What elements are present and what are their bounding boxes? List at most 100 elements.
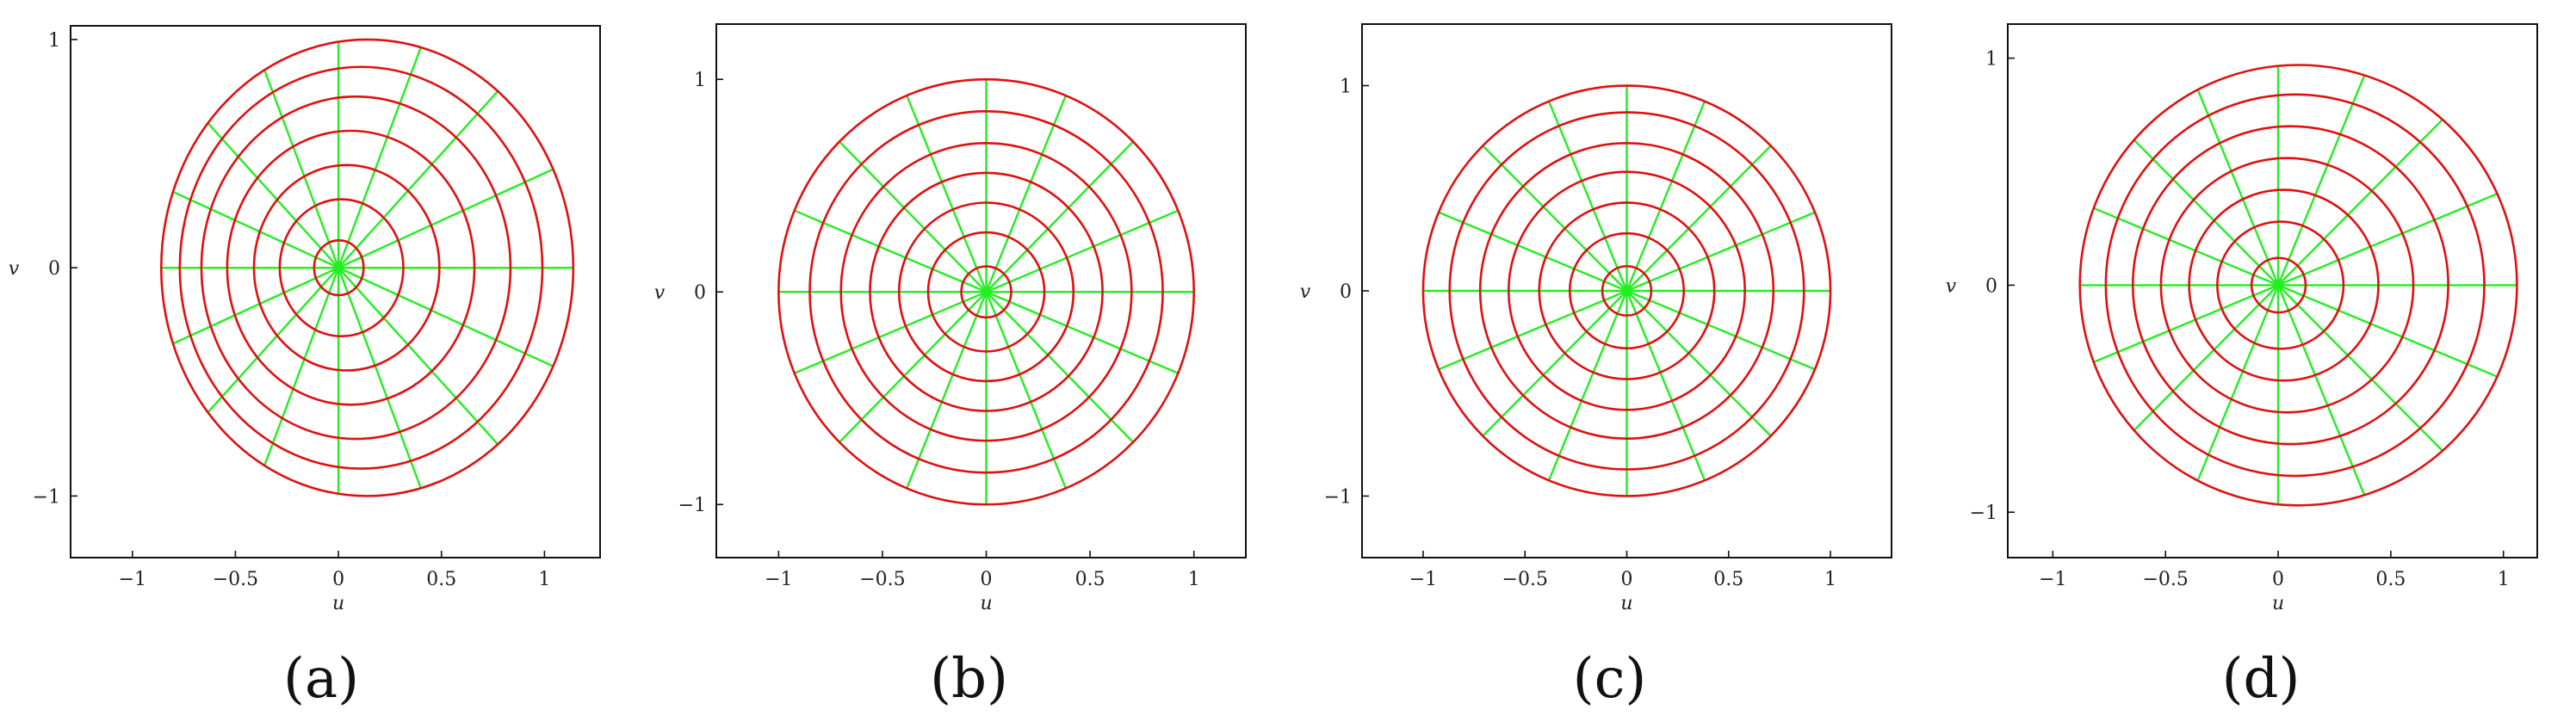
- y-axis-label: v: [9, 258, 20, 280]
- x-tick-label: −1: [2039, 569, 2066, 590]
- radial-line: [985, 95, 1067, 293]
- radial-line: [207, 122, 339, 268]
- radial-line: [839, 291, 988, 443]
- circle-line: [178, 65, 544, 470]
- circle-line: [1508, 170, 1746, 411]
- y-axis-label: v: [1946, 275, 1957, 297]
- radial-line: [794, 209, 987, 293]
- plot-frame: [715, 23, 1247, 558]
- plot-area: [777, 77, 1196, 506]
- radial-line: [207, 267, 339, 414]
- y-axis-label: v: [654, 282, 666, 304]
- radial-line: [337, 168, 554, 269]
- radial-line: [1547, 101, 1628, 292]
- radial-line: [906, 291, 988, 489]
- x-tick-label: 1: [1824, 569, 1836, 590]
- radial-line: [985, 291, 1134, 443]
- x-axis-label: u: [1620, 593, 1632, 614]
- radial-line: [2277, 284, 2443, 452]
- circle-line: [1421, 84, 1832, 497]
- panel-caption: (b): [930, 647, 1008, 711]
- x-tick-label: 1: [1188, 569, 1200, 590]
- panel-caption: (d): [2222, 647, 2300, 711]
- radial-line: [2277, 119, 2443, 287]
- radial-line: [2196, 89, 2280, 286]
- radial-line: [1626, 211, 1816, 293]
- y-tick-label: 0: [48, 258, 60, 280]
- radial-line: [337, 90, 499, 268]
- radial-line: [794, 291, 987, 374]
- x-tick-label: −0.5: [213, 569, 258, 590]
- chart-panel-a: −1 −0.5 0 0.5 1 −1 0 1 u v (a): [0, 0, 646, 728]
- y-tick-label: 0: [1340, 281, 1352, 303]
- radial-line: [263, 267, 340, 466]
- y-tick-label: 1: [694, 70, 706, 91]
- chart-svg: −1 −0.5 0 0.5 1 −1 0 1 u v (c): [1300, 23, 1892, 711]
- circle-line: [869, 171, 1104, 412]
- radial-line: [2133, 284, 2279, 431]
- circle-line: [2159, 157, 2415, 414]
- circle-line: [226, 129, 476, 406]
- x-tick-label: −1: [1409, 569, 1437, 590]
- circle-line: [1601, 265, 1653, 317]
- radial-line: [2277, 284, 2498, 378]
- radial-line: [2276, 74, 2366, 286]
- y-tick-label: −1: [1324, 486, 1352, 508]
- x-axis-label: u: [332, 593, 344, 614]
- circle-line: [159, 38, 575, 497]
- circle-line: [2188, 188, 2380, 382]
- x-tick-label: 0.5: [1713, 569, 1743, 590]
- radial-line: [337, 267, 554, 367]
- y-tick-label: 1: [1340, 77, 1352, 98]
- chart-panel-c: −1 −0.5 0 0.5 1 −1 0 1 u v (c): [1291, 0, 1937, 728]
- plot-area: [2078, 64, 2518, 507]
- circle-line: [313, 239, 365, 297]
- x-axis-label: u: [980, 593, 992, 614]
- x-tick-label: 1: [2498, 569, 2510, 590]
- x-tick-label: −1: [119, 569, 146, 590]
- circle-line: [926, 231, 1046, 353]
- radial-line: [1625, 145, 1772, 292]
- radial-line: [2093, 284, 2279, 363]
- radial-line: [1482, 145, 1628, 292]
- y-tick-label: 1: [48, 30, 60, 52]
- circle-line: [252, 163, 441, 372]
- circle-line: [839, 142, 1133, 442]
- x-tick-label: 0.5: [1075, 569, 1105, 590]
- x-tick-label: −0.5: [859, 569, 905, 590]
- x-tick-label: 1: [538, 569, 550, 590]
- x-tick-label: 0: [1621, 569, 1633, 590]
- circle-line: [2131, 125, 2449, 446]
- plot-frame: [70, 25, 601, 558]
- x-tick-label: 0: [2272, 569, 2284, 590]
- radial-line: [1482, 290, 1628, 437]
- y-tick-label: 0: [694, 282, 706, 304]
- radial-line: [1438, 211, 1627, 293]
- radial-line: [172, 190, 339, 269]
- plot-area: [1421, 84, 1832, 497]
- y-tick-label: −1: [1970, 503, 1997, 524]
- circle-line: [278, 198, 405, 338]
- circle-line: [1448, 111, 1805, 471]
- circle-line: [2216, 220, 2345, 350]
- x-tick-label: 0.5: [426, 569, 456, 590]
- circle-line: [1568, 231, 1686, 350]
- radial-line: [337, 46, 422, 268]
- y-axis-label: v: [1300, 281, 1311, 303]
- radial-line: [2093, 207, 2279, 287]
- radial-line: [1547, 290, 1628, 481]
- x-tick-label: −0.5: [1502, 569, 1548, 590]
- radial-line: [1626, 289, 1816, 371]
- radial-line: [1625, 290, 1706, 481]
- radial-line: [2196, 284, 2280, 482]
- radial-line: [986, 291, 1179, 374]
- chart-svg: −1 −0.5 0 0.5 1 −1 0 1 u v (d): [1946, 23, 2538, 711]
- x-tick-label: 0: [332, 569, 344, 590]
- chart-svg: −1 −0.5 0 0.5 1 −1 0 1 u v (b): [654, 23, 1247, 711]
- radial-line: [2133, 139, 2279, 287]
- x-tick-label: −1: [765, 569, 792, 590]
- radial-line: [985, 291, 1067, 489]
- radial-line: [1625, 101, 1706, 292]
- circle-line: [2078, 64, 2518, 507]
- plot-frame: [2007, 23, 2538, 558]
